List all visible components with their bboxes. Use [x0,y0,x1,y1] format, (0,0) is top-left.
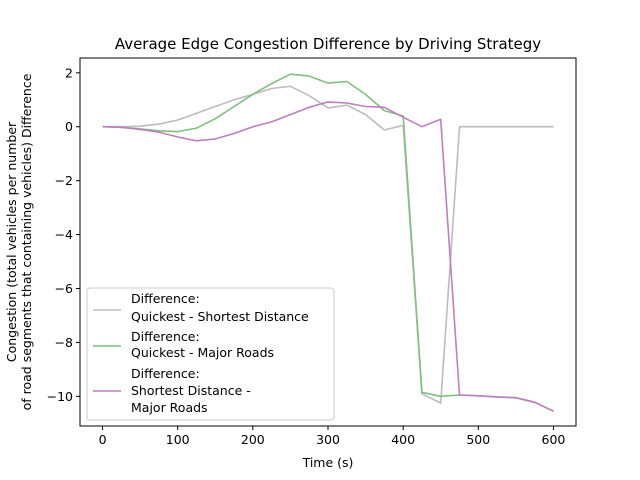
y-tick-label: 2 [65,65,73,80]
x-tick-label: 300 [316,432,340,447]
legend-label-quickest-major-line-2: Quickest - Major Roads [131,345,274,360]
x-tick-label: 100 [166,432,190,447]
y-tick-label: −10 [47,389,73,404]
legend-box [86,287,335,421]
x-tick-label: 600 [542,432,566,447]
legend-label-quickest-major-line-1: Difference: [131,329,200,344]
y-tick-label: −6 [55,281,73,296]
y-axis-label-line-2: of road segments that containing vehicle… [19,73,34,410]
legend: Difference: Quickest - Shortest Distance… [86,287,335,421]
legend-label-quickest-shortest-line-1: Difference: [131,291,200,306]
legend-label-shortest-major-line-1: Difference: [131,366,200,381]
y-tick-label: −2 [55,173,73,188]
legend-label-quickest-shortest-line-2: Quickest - Shortest Distance [131,309,309,324]
legend-label-shortest-major-line-3: Major Roads [131,400,208,415]
y-tick-label: 0 [65,119,73,134]
series-line-0 [102,85,554,404]
y-axis-label: Congestion (total vehicles per number of… [4,73,34,410]
series-line-2 [102,101,554,412]
x-tick-label: 500 [466,432,490,447]
x-axis-label: Time (s) [302,455,354,470]
y-axis: 2 0 −2 −4 −6 −8 −10 [47,65,80,404]
x-axis: 0 100 200 300 400 500 600 [99,426,566,447]
x-tick-label: 0 [99,432,107,447]
y-axis-label-line-1: Congestion (total vehicles per number [4,121,19,362]
legend-label-shortest-major-line-2: Shortest Distance - [131,383,251,398]
x-tick-label: 200 [241,432,265,447]
chart-title: Average Edge Congestion Difference by Dr… [115,35,541,53]
y-tick-label: −4 [55,227,73,242]
y-tick-label: −8 [55,335,73,350]
x-tick-label: 400 [391,432,415,447]
plot-series-group [102,73,554,412]
